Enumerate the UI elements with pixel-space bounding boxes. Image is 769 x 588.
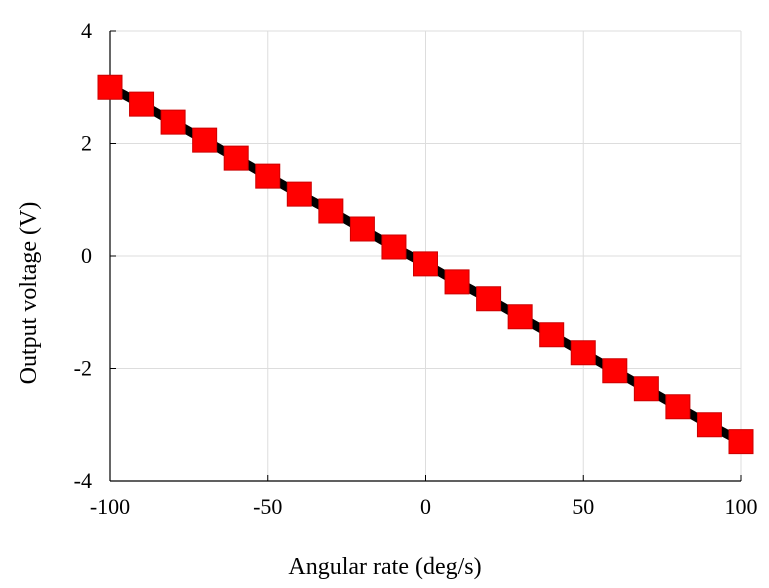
data-point-marker [413,251,438,277]
data-point-marker [192,127,218,153]
data-point-marker [696,412,722,438]
data-point-marker [129,91,155,117]
data-point-marker [160,109,186,135]
data-point-marker [97,74,123,100]
x-tick-label: -50 [253,494,282,519]
data-point-marker [223,145,249,171]
x-tick-label: 0 [420,494,431,519]
marker-layer [97,74,754,455]
data-point-marker [507,304,533,330]
data-point-marker [602,358,628,384]
data-point-marker [381,234,407,260]
x-axis-title: Angular rate (deg/s) [288,554,481,580]
data-point-marker [665,394,691,420]
axes [109,30,742,482]
data-point-marker [570,340,596,366]
data-point-marker [476,286,502,312]
x-tick-label: 100 [725,494,758,519]
y-tick-label: 4 [81,18,92,43]
y-axis-title: Output voltage (V) [16,202,42,385]
data-point-marker [539,322,565,348]
data-point-marker [633,376,659,402]
data-point-marker [444,269,470,295]
y-tick-label: -4 [74,468,92,493]
data-point-marker [349,216,375,242]
y-tick-label: 2 [81,131,92,156]
y-tick-label: 0 [81,243,92,268]
x-tick-label: -100 [90,494,130,519]
data-point-marker [318,198,344,224]
y-tick-label: -2 [74,356,92,381]
y-tick-labels: -4 -2 0 2 4 [74,18,92,493]
x-tick-labels: -100 -50 0 50 100 [90,494,758,519]
x-tick-label: 50 [572,494,594,519]
data-point-marker [255,163,281,189]
data-point-marker [728,429,754,455]
data-point-marker [286,181,312,207]
